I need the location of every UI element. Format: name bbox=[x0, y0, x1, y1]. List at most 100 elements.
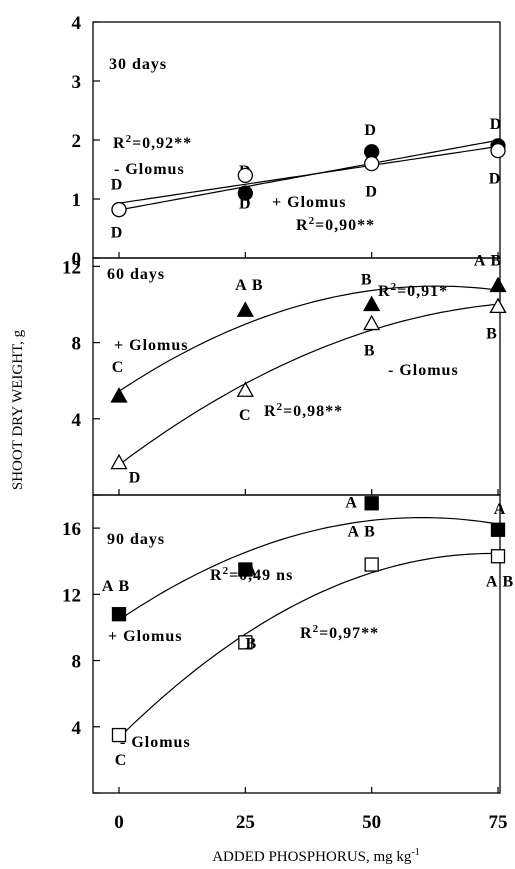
significance-letter: B bbox=[364, 343, 376, 360]
r-squared-label-exponent: 2 bbox=[223, 565, 230, 577]
panel-frame bbox=[92, 494, 501, 794]
filled-square-point bbox=[364, 496, 379, 511]
r-squared-label-symbol: R bbox=[378, 283, 391, 300]
y-tick-label: 0 bbox=[72, 249, 82, 270]
significance-letter: B bbox=[486, 325, 498, 342]
x-tick-label: 25 bbox=[236, 812, 255, 833]
significance-letter: C bbox=[115, 752, 128, 769]
x-axis-label-unit-exponent: -1 bbox=[411, 847, 419, 858]
open-triangle-point bbox=[489, 297, 507, 314]
open-triangle-point bbox=[363, 314, 381, 331]
series-legend-label: + Glomus bbox=[108, 628, 182, 645]
r-squared-label: R2=0,92** bbox=[113, 133, 192, 152]
panel-label: 30 days bbox=[109, 56, 167, 73]
y-axis-label: SHOOT DRY WEIGHT, g bbox=[10, 329, 26, 490]
significance-letter: D bbox=[239, 195, 252, 212]
r-squared-label-value: =0,98** bbox=[283, 403, 343, 420]
r-squared-label-exponent: 2 bbox=[313, 623, 320, 635]
filled-triangle-point bbox=[363, 295, 381, 312]
r-squared-label-value: =0,49 ns bbox=[229, 567, 293, 584]
y-tick-label: 16 bbox=[62, 519, 81, 540]
series-legend-label: - Glomus bbox=[388, 362, 459, 379]
r-squared-label-exponent: 2 bbox=[391, 281, 398, 293]
x-axis-label: ADDED PHOSPHORUS, mg kg-1 bbox=[212, 847, 420, 865]
r-squared-label-value: =0,91* bbox=[397, 283, 448, 300]
x-tick-label: 0 bbox=[114, 812, 124, 833]
filled-square-point bbox=[238, 562, 253, 577]
y-tick-label: 8 bbox=[72, 334, 82, 355]
y-tick-label: 2 bbox=[72, 131, 82, 152]
y-tick-label: 4 bbox=[72, 13, 82, 34]
significance-letter: C bbox=[239, 407, 252, 424]
significance-letter: B bbox=[245, 635, 257, 652]
fit-line bbox=[118, 517, 499, 621]
significance-letter: D bbox=[364, 122, 377, 139]
r-squared-label-value: =0,97** bbox=[319, 625, 379, 642]
significance-letter: A bbox=[245, 563, 258, 580]
r-squared-label-exponent: 2 bbox=[309, 215, 316, 227]
r-squared-label-symbol: R bbox=[113, 135, 126, 152]
filled-triangle-point bbox=[236, 301, 254, 317]
series-legend-label: - Glomus bbox=[120, 734, 191, 751]
r-squared-label-symbol: R bbox=[210, 567, 223, 584]
r-squared-label-value: =0,92** bbox=[132, 135, 192, 152]
fit-line bbox=[118, 552, 498, 739]
r-squared-label-symbol: R bbox=[296, 217, 309, 234]
r-squared-label: R2=0,49 ns bbox=[210, 565, 293, 584]
significance-letter: D bbox=[111, 177, 124, 194]
significance-letter: A bbox=[494, 501, 507, 518]
open-circle-point bbox=[237, 167, 253, 184]
series-legend-label: + Glomus bbox=[114, 337, 188, 354]
r-squared-label-exponent: 2 bbox=[277, 401, 284, 413]
significance-letter: A B bbox=[486, 573, 514, 590]
y-tick-label: 4 bbox=[72, 718, 82, 739]
filled-circle-point bbox=[237, 185, 253, 201]
open-triangle-point bbox=[110, 453, 128, 470]
significance-letter: D bbox=[365, 184, 378, 201]
r-squared-label-exponent: 2 bbox=[126, 133, 133, 145]
open-square-point bbox=[490, 549, 506, 564]
r-squared-label-value: =0,90** bbox=[315, 217, 375, 234]
significance-letter: B bbox=[361, 271, 373, 288]
filled-square-point bbox=[490, 522, 506, 537]
panel-label: 90 days bbox=[107, 531, 165, 548]
significance-letter: A B bbox=[235, 277, 263, 294]
fit-line bbox=[118, 285, 499, 392]
y-tick-label: 1 bbox=[72, 190, 82, 211]
series-legend-label: - Glomus bbox=[114, 161, 185, 178]
y-tick-label: 3 bbox=[72, 72, 82, 93]
open-square-point bbox=[111, 727, 127, 743]
x-tick-label: 50 bbox=[362, 812, 381, 833]
open-square-point bbox=[238, 635, 253, 650]
series-legend-label: + Glomus bbox=[272, 194, 346, 211]
significance-letter: D bbox=[111, 225, 124, 242]
significance-letter: A bbox=[345, 494, 358, 511]
open-circle-point bbox=[111, 201, 127, 218]
x-tick-label: 75 bbox=[489, 812, 508, 833]
fit-line bbox=[118, 303, 499, 466]
filled-square-point bbox=[111, 607, 127, 622]
fit-line bbox=[118, 145, 499, 204]
r-squared-label: R2=0,90** bbox=[296, 215, 375, 234]
significance-letter: A B bbox=[102, 578, 130, 595]
r-squared-label: R2=0,98** bbox=[264, 401, 343, 420]
panel-label: 60 days bbox=[107, 266, 165, 283]
significance-letter: D bbox=[490, 116, 503, 133]
significance-letter: A B bbox=[347, 524, 375, 541]
y-tick-label: 12 bbox=[62, 585, 81, 606]
r-squared-label: R2=0,97** bbox=[300, 623, 379, 642]
filled-triangle-point bbox=[110, 387, 128, 403]
filled-triangle-point bbox=[489, 276, 507, 293]
r-squared-label: R2=0,91* bbox=[378, 281, 448, 300]
r-squared-label-symbol: R bbox=[264, 403, 277, 420]
y-tick-label: 12 bbox=[62, 257, 81, 278]
open-circle-point bbox=[490, 142, 506, 159]
open-circle-point bbox=[364, 155, 380, 172]
x-axis-label-text: ADDED PHOSPHORUS, mg kg bbox=[212, 849, 412, 865]
significance-letter: D bbox=[129, 470, 142, 487]
